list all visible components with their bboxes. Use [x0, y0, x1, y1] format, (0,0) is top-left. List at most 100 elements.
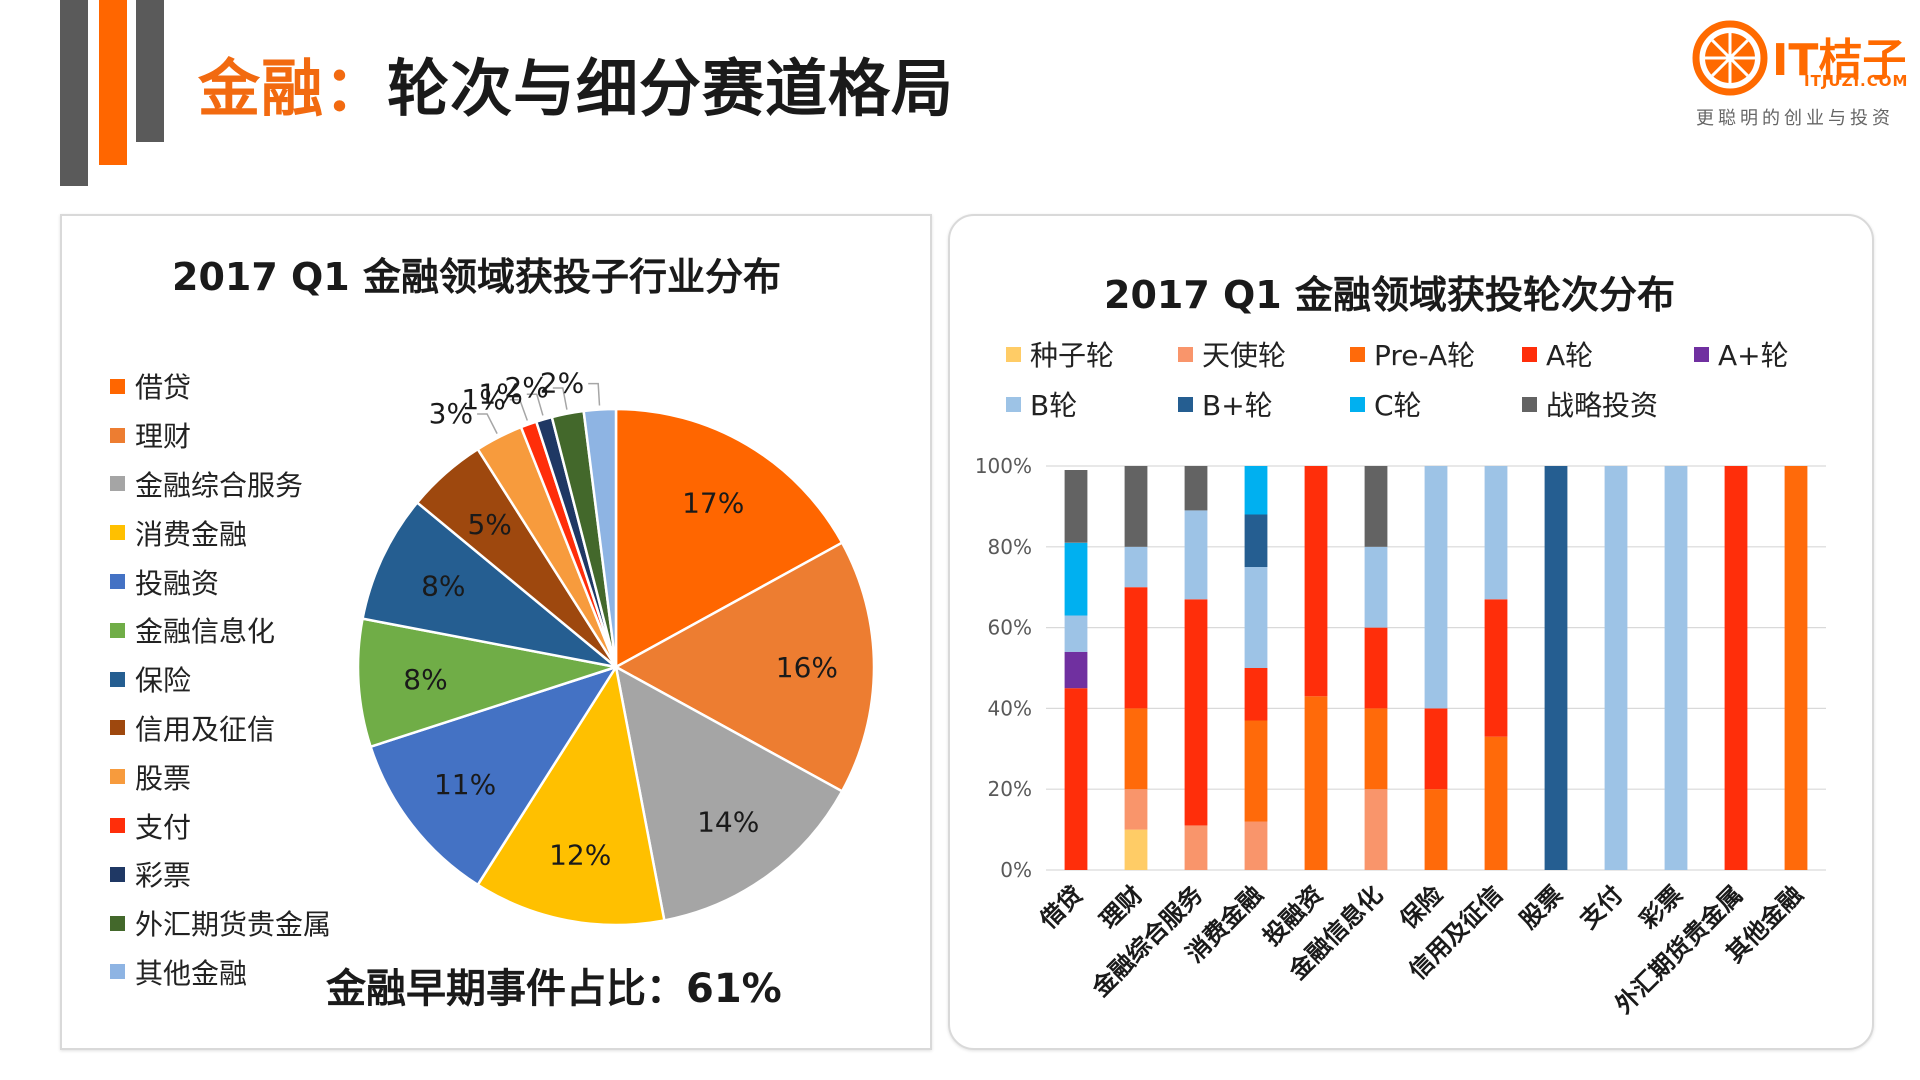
bar-segment — [1184, 466, 1208, 511]
bar-segment — [1364, 546, 1388, 628]
legend-label: 保险 — [135, 664, 192, 698]
pie-data-label: 17% — [682, 487, 744, 520]
pie-legend: 借贷 理财 金融综合服务 消费金融 投融资 金融信息化 保险 信用及征信 股票 支付 彩票 外汇期货贵… — [110, 362, 331, 996]
pie-legend-item: 理财 — [110, 411, 331, 460]
pie-legend-item: 保险 — [110, 655, 331, 704]
pie-data-label: 8% — [403, 663, 447, 696]
y-tick-label: 60% — [988, 616, 1032, 640]
bar-segment — [1424, 466, 1448, 709]
bar-segment — [1064, 542, 1088, 616]
legend-swatch — [110, 427, 125, 443]
pie-leader-line — [526, 393, 544, 416]
bar-legend-item: C轮 — [1350, 384, 1422, 424]
legend-label: Pre-A轮 — [1374, 339, 1476, 372]
x-category-label: 理财 — [1095, 880, 1149, 934]
pie-data-label: 1% — [478, 377, 522, 410]
bar-segment — [1364, 627, 1388, 709]
legend-label: A轮 — [1546, 339, 1594, 372]
pie-chart-title: 2017 Q1 金融领域获投子行业分布 — [172, 255, 781, 299]
legend-swatch — [1350, 396, 1365, 412]
header-decoration-bar — [136, 0, 164, 142]
legend-label: 彩票 — [135, 859, 192, 893]
logo: IT桔子 ITJUZI.COM 更聪明的创业与投资 — [1692, 20, 1907, 130]
bar-segment — [1424, 708, 1448, 790]
bar-legend-item: A轮 — [1522, 334, 1593, 374]
legend-swatch — [110, 525, 125, 541]
bar-segment — [1364, 789, 1388, 870]
y-tick-label: 0% — [1000, 858, 1032, 882]
legend-label: 战略投资 — [1546, 389, 1659, 422]
bar-segment — [1244, 821, 1268, 870]
bar-segment — [1124, 708, 1148, 790]
pie-legend-item: 股票 — [110, 752, 331, 801]
page-title-highlight: 金融： — [198, 52, 388, 125]
bar-segment — [1424, 789, 1448, 870]
bar-segment — [1124, 829, 1148, 870]
legend-label: 外汇期货贵金属 — [135, 908, 332, 942]
legend-swatch — [110, 476, 125, 492]
pie-legend-item: 支付 — [110, 801, 331, 850]
bar-segment — [1064, 470, 1088, 543]
pie-leader-line — [588, 382, 601, 406]
legend-swatch — [1522, 346, 1537, 362]
legend-label: 信用及征信 — [135, 712, 276, 746]
x-category-label: 股票 — [1515, 880, 1569, 934]
bar-segment — [1064, 688, 1088, 870]
pie-legend-item: 外汇期货贵金属 — [110, 899, 331, 948]
legend-swatch — [110, 964, 125, 980]
bar-segment — [1244, 567, 1268, 668]
legend-label: B轮 — [1030, 389, 1078, 422]
legend-swatch — [110, 671, 125, 687]
pie-chart: 17%16%14%12%11%8%8%5%3%1%1%2%2% — [356, 367, 876, 927]
page-title-text: 轮次与细分赛道格局 — [387, 52, 955, 125]
bar-segment — [1604, 466, 1628, 870]
bar-segment — [1484, 599, 1508, 737]
bar-segment — [1244, 466, 1268, 515]
pie-data-label: 3% — [429, 397, 473, 430]
x-category-label: 支付 — [1575, 880, 1629, 934]
bar-segment — [1124, 546, 1148, 588]
logo-slogan: 更聪明的创业与投资 — [1696, 108, 1894, 129]
pie-slice — [361, 500, 617, 669]
legend-label: 种子轮 — [1030, 339, 1115, 372]
bar-segment — [1184, 825, 1208, 870]
legend-swatch — [110, 720, 125, 736]
legend-swatch — [1350, 346, 1365, 362]
pie-slice — [369, 664, 619, 887]
bar-legend-item: B轮 — [1006, 384, 1077, 424]
bar-segment — [1064, 651, 1088, 689]
bar-legend-item: 战略投资 — [1522, 384, 1658, 424]
pie-leader-line — [552, 387, 568, 410]
bar-legend-item: A+轮 — [1694, 334, 1789, 374]
legend-label: 借贷 — [135, 371, 192, 405]
pie-data-label: 2% — [504, 371, 548, 404]
legend-label: 投融资 — [135, 566, 220, 600]
pie-legend-item: 消费金融 — [110, 508, 331, 557]
pie-slice — [476, 663, 666, 927]
bar-segment — [1124, 789, 1148, 830]
legend-label: C轮 — [1374, 389, 1422, 422]
bar-legend-item: 种子轮 — [1006, 334, 1114, 374]
bar-segment — [1664, 466, 1688, 870]
legend-label: 理财 — [135, 420, 192, 454]
pie-leader-line — [509, 399, 529, 421]
pie-slice — [582, 407, 618, 668]
bar-legend-item: Pre-A轮 — [1350, 334, 1475, 374]
legend-label: 股票 — [135, 761, 192, 795]
legend-swatch — [1178, 396, 1193, 412]
legend-swatch — [1178, 346, 1193, 362]
legend-label: 其他金融 — [135, 956, 248, 990]
bar-segment — [1544, 466, 1568, 870]
bar-segment — [1244, 668, 1268, 721]
legend-swatch — [1006, 346, 1021, 362]
bar-segment — [1244, 720, 1268, 822]
bar-segment — [1304, 466, 1328, 697]
stacked-bar-chart: 0%20%40%60%80%100%借贷 理财金融综合服务消费金融投融资金融信息化… — [975, 454, 1826, 1019]
legend-swatch — [110, 915, 125, 931]
x-category-label: 彩票 — [1634, 880, 1688, 934]
bar-segment — [1244, 514, 1268, 567]
legend-swatch — [1522, 396, 1537, 412]
legend-swatch — [1006, 396, 1021, 412]
pie-data-label: 12% — [549, 839, 611, 872]
pie-legend-item: 彩票 — [110, 850, 331, 899]
